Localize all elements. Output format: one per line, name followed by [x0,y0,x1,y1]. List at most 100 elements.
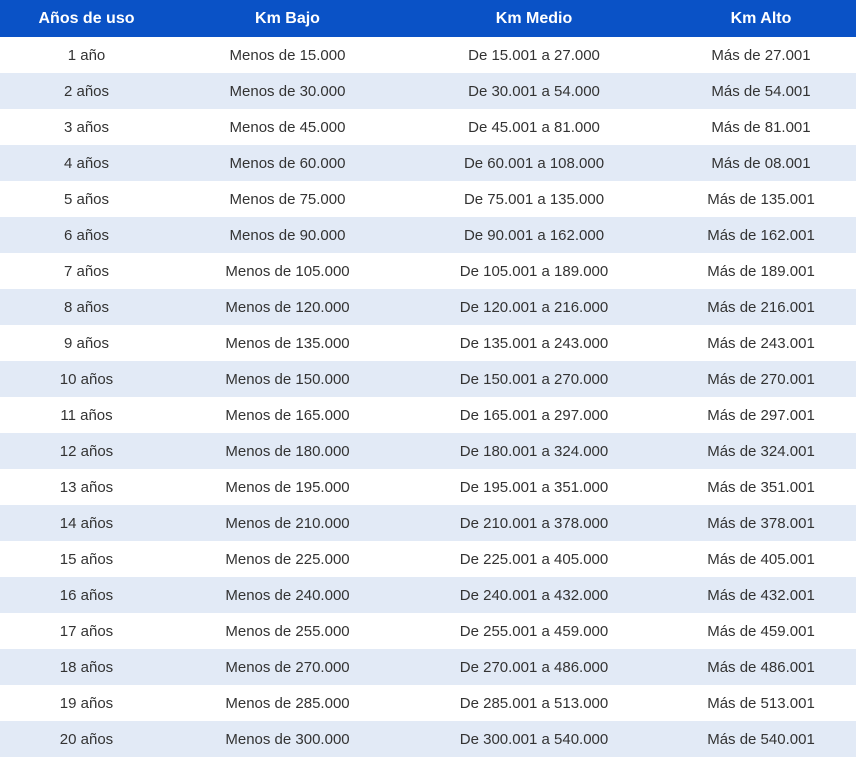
cell-km-high: Más de 540.001 [666,721,856,757]
cell-km-low: Menos de 150.000 [173,361,402,397]
cell-years: 9 años [0,325,173,361]
cell-km-high: Más de 297.001 [666,397,856,433]
cell-km-low: Menos de 30.000 [173,73,402,109]
table-row: 1 año Menos de 15.000 De 15.001 a 27.000 Má… [0,37,856,73]
cell-km-low: Menos de 15.000 [173,37,402,73]
table-row: 4 años Menos de 60.000 De 60.001 a 108.000… [0,145,856,181]
header-row: Años de uso Km Bajo Km Medio Km Alto [0,0,856,37]
cell-years: 16 años [0,577,173,613]
cell-km-high: Más de 81.001 [666,109,856,145]
cell-km-high: Más de 54.001 [666,73,856,109]
cell-km-high: Más de 432.001 [666,577,856,613]
cell-km-high: Más de 216.001 [666,289,856,325]
cell-years: 6 años [0,217,173,253]
table-row: 5 años Menos de 75.000 De 75.001 a 135.000… [0,181,856,217]
table-row: 14 años Menos de 210.000 De 210.001 a 378.… [0,505,856,541]
cell-km-high: Más de 189.001 [666,253,856,289]
header-km-medium: Km Medio [402,0,666,37]
cell-km-low: Menos de 60.000 [173,145,402,181]
cell-km-medium: De 150.001 a 270.000 [402,361,666,397]
cell-km-high: Más de 162.001 [666,217,856,253]
cell-km-high: Más de 270.001 [666,361,856,397]
cell-years: 14 años [0,505,173,541]
cell-years: 10 años [0,361,173,397]
cell-km-medium: De 30.001 a 54.000 [402,73,666,109]
cell-km-low: Menos de 270.000 [173,649,402,685]
cell-km-high: Más de 243.001 [666,325,856,361]
cell-km-low: Menos de 240.000 [173,577,402,613]
cell-km-high: Más de 405.001 [666,541,856,577]
table-row: 17 años Menos de 255.000 De 255.001 a 459.… [0,613,856,649]
table-row: 15 años Menos de 225.000 De 225.001 a 405.… [0,541,856,577]
cell-km-high: Más de 378.001 [666,505,856,541]
cell-km-low: Menos de 210.000 [173,505,402,541]
cell-years: 3 años [0,109,173,145]
cell-km-high: Más de 135.001 [666,181,856,217]
cell-years: 19 años [0,685,173,721]
cell-km-medium: De 90.001 a 162.000 [402,217,666,253]
cell-years: 5 años [0,181,173,217]
cell-km-medium: De 240.001 a 432.000 [402,577,666,613]
cell-years: 12 años [0,433,173,469]
cell-km-medium: De 285.001 a 513.000 [402,685,666,721]
cell-km-medium: De 45.001 a 81.000 [402,109,666,145]
header-km-high: Km Alto [666,0,856,37]
table-row: 20 años Menos de 300.000 De 300.001 a 540.… [0,721,856,757]
cell-km-high: Más de 351.001 [666,469,856,505]
table-header: Años de uso Km Bajo Km Medio Km Alto [0,0,856,37]
cell-km-medium: De 135.001 a 243.000 [402,325,666,361]
cell-km-medium: De 300.001 a 540.000 [402,721,666,757]
cell-years: 11 años [0,397,173,433]
cell-km-medium: De 180.001 a 324.000 [402,433,666,469]
cell-km-medium: De 255.001 a 459.000 [402,613,666,649]
cell-km-low: Menos de 165.000 [173,397,402,433]
table-row: 11 años Menos de 165.000 De 165.001 a 297.… [0,397,856,433]
cell-km-medium: De 210.001 a 378.000 [402,505,666,541]
cell-years: 18 años [0,649,173,685]
cell-km-medium: De 105.001 a 189.000 [402,253,666,289]
table-body: 1 año Menos de 15.000 De 15.001 a 27.000 Má… [0,37,856,757]
table-row: 2 años Menos de 30.000 De 30.001 a 54.000 M… [0,73,856,109]
cell-km-medium: De 15.001 a 27.000 [402,37,666,73]
cell-years: 15 años [0,541,173,577]
cell-years: 8 años [0,289,173,325]
cell-km-low: Menos de 255.000 [173,613,402,649]
cell-km-medium: De 75.001 a 135.000 [402,181,666,217]
cell-km-low: Menos de 105.000 [173,253,402,289]
cell-years: 17 años [0,613,173,649]
table-row: 10 años Menos de 150.000 De 150.001 a 270.… [0,361,856,397]
cell-km-high: Más de 27.001 [666,37,856,73]
cell-years: 20 años [0,721,173,757]
table-row: 12 años Menos de 180.000 De 180.001 a 324.… [0,433,856,469]
cell-years: 2 años [0,73,173,109]
table-row: 9 años Menos de 135.000 De 135.001 a 243.0… [0,325,856,361]
cell-km-low: Menos de 75.000 [173,181,402,217]
cell-km-low: Menos de 225.000 [173,541,402,577]
cell-years: 13 años [0,469,173,505]
cell-km-high: Más de 324.001 [666,433,856,469]
cell-km-low: Menos de 45.000 [173,109,402,145]
cell-km-low: Menos de 195.000 [173,469,402,505]
cell-km-low: Menos de 90.000 [173,217,402,253]
cell-km-high: Más de 513.001 [666,685,856,721]
cell-km-medium: De 120.001 a 216.000 [402,289,666,325]
table-row: 16 años Menos de 240.000 De 240.001 a 432.… [0,577,856,613]
cell-km-medium: De 165.001 a 297.000 [402,397,666,433]
cell-km-medium: De 225.001 a 405.000 [402,541,666,577]
cell-km-medium: De 195.001 a 351.000 [402,469,666,505]
cell-years: 1 año [0,37,173,73]
table-row: 18 años Menos de 270.000 De 270.001 a 486.… [0,649,856,685]
cell-km-high: Más de 08.001 [666,145,856,181]
cell-km-medium: De 60.001 a 108.000 [402,145,666,181]
cell-km-low: Menos de 120.000 [173,289,402,325]
table-row: 3 años Menos de 45.000 De 45.001 a 81.000 M… [0,109,856,145]
cell-km-low: Menos de 285.000 [173,685,402,721]
table-row: 8 años Menos de 120.000 De 120.001 a 216.0… [0,289,856,325]
header-years: Años de uso [0,0,173,37]
table-row: 7 años Menos de 105.000 De 105.001 a 189.0… [0,253,856,289]
table-row: 13 años Menos de 195.000 De 195.001 a 351.… [0,469,856,505]
header-km-low: Km Bajo [173,0,402,37]
cell-km-low: Menos de 300.000 [173,721,402,757]
cell-km-low: Menos de 180.000 [173,433,402,469]
